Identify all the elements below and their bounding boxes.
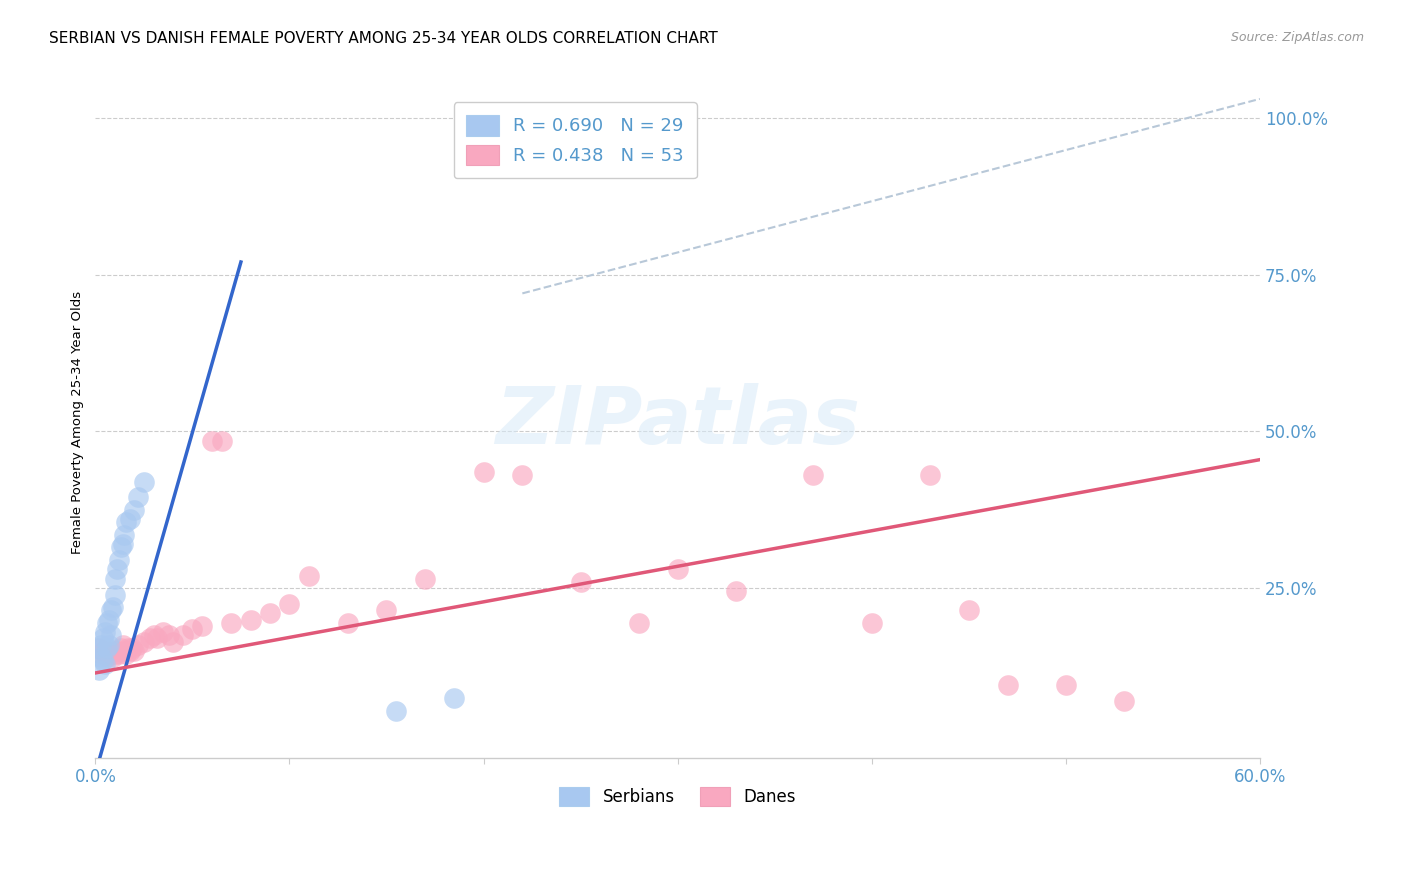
Point — [122, 503, 145, 517]
Point — [336, 615, 359, 630]
Point — [142, 628, 165, 642]
Point — [117, 640, 139, 655]
Point — [172, 628, 194, 642]
Point — [91, 632, 114, 646]
Point — [107, 553, 129, 567]
Point — [115, 647, 138, 661]
Point — [101, 650, 124, 665]
Point — [157, 628, 180, 642]
Point — [89, 663, 111, 677]
Point — [375, 603, 398, 617]
Point — [111, 537, 134, 551]
Point — [239, 613, 262, 627]
Y-axis label: Female Poverty Among 25-34 Year Olds: Female Poverty Among 25-34 Year Olds — [72, 291, 84, 554]
Point — [1112, 694, 1135, 708]
Point — [97, 638, 120, 652]
Text: ZIPatlas: ZIPatlas — [495, 383, 860, 461]
Point — [97, 647, 120, 661]
Point — [104, 588, 127, 602]
Point — [132, 475, 155, 489]
Point — [121, 640, 143, 655]
Point — [96, 640, 118, 655]
Text: SERBIAN VS DANISH FEMALE POVERTY AMONG 25-34 YEAR OLDS CORRELATION CHART: SERBIAN VS DANISH FEMALE POVERTY AMONG 2… — [49, 31, 718, 46]
Point — [90, 647, 112, 661]
Point — [385, 704, 408, 718]
Point — [90, 650, 112, 665]
Point — [96, 650, 118, 665]
Point — [298, 568, 321, 582]
Point — [724, 584, 747, 599]
Point — [569, 574, 592, 589]
Point — [803, 468, 825, 483]
Point — [104, 572, 127, 586]
Point — [111, 638, 134, 652]
Point — [219, 615, 242, 630]
Point — [201, 434, 224, 448]
Point — [100, 628, 122, 642]
Point — [127, 638, 149, 652]
Point — [94, 625, 117, 640]
Point — [91, 644, 114, 658]
Point — [101, 600, 124, 615]
Point — [94, 657, 117, 671]
Point — [146, 632, 169, 646]
Point — [181, 622, 204, 636]
Point — [104, 647, 127, 661]
Point — [259, 607, 281, 621]
Point — [443, 691, 465, 706]
Point — [110, 541, 132, 555]
Point — [211, 434, 233, 448]
Point — [627, 615, 650, 630]
Point — [94, 647, 117, 661]
Point — [278, 597, 301, 611]
Point — [86, 640, 108, 655]
Point — [860, 615, 883, 630]
Point — [122, 644, 145, 658]
Point — [91, 653, 114, 667]
Point — [162, 634, 184, 648]
Point — [120, 512, 142, 526]
Point — [918, 468, 941, 483]
Point — [96, 615, 118, 630]
Point — [666, 562, 689, 576]
Point — [132, 634, 155, 648]
Point — [115, 516, 138, 530]
Point — [138, 632, 160, 646]
Point — [105, 562, 128, 576]
Point — [152, 625, 174, 640]
Point — [114, 644, 136, 658]
Point — [512, 468, 534, 483]
Point — [127, 490, 149, 504]
Point — [90, 638, 112, 652]
Point — [100, 644, 122, 658]
Point — [191, 619, 214, 633]
Point — [1054, 678, 1077, 692]
Point — [957, 603, 980, 617]
Point — [413, 572, 436, 586]
Point — [107, 647, 129, 661]
Point — [472, 465, 495, 479]
Point — [114, 528, 136, 542]
Point — [110, 640, 132, 655]
Point — [120, 644, 142, 658]
Legend: Serbians, Danes: Serbians, Danes — [553, 780, 803, 814]
Point — [97, 613, 120, 627]
Point — [105, 644, 128, 658]
Point — [997, 678, 1019, 692]
Point — [89, 640, 111, 655]
Point — [100, 603, 122, 617]
Text: Source: ZipAtlas.com: Source: ZipAtlas.com — [1230, 31, 1364, 45]
